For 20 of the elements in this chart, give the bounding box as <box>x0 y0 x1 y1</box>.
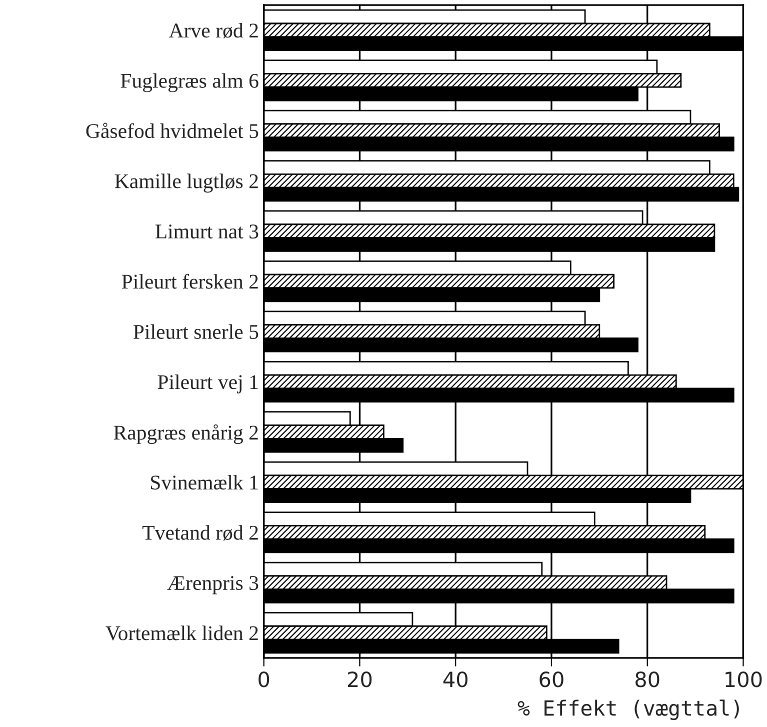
y-tick-label: Pileurt vej 1 <box>158 374 258 394</box>
x-tick-label: 60 <box>540 671 564 688</box>
y-tick-label: Gåsefod hvidmelet 5 <box>86 122 258 138</box>
x-axis-title: % Effekt (vægttal) <box>518 700 739 720</box>
y-tick-label: Limurt nat 3 <box>155 224 258 239</box>
x-tick-label: 0 <box>258 671 270 688</box>
y-tick-label: Ærenpris 3 <box>167 576 258 594</box>
y-tick-label: Svinemælk 1 <box>150 474 258 490</box>
y-tick-label: Fuglegræs alm 6 <box>120 73 258 92</box>
y-tick-label: Rapgræs enårig 2 <box>114 424 258 444</box>
x-tick-label: 80 <box>636 671 660 688</box>
x-tick-label: 20 <box>348 671 372 688</box>
x-tick-label: 100 <box>726 671 762 688</box>
y-tick-label: Arve rød 2 <box>168 22 258 38</box>
y-tick-label: Kamille lugtløs 2 <box>114 174 258 193</box>
x-tick-label: 40 <box>443 671 468 688</box>
y-tick-label: Pileurt snerle 5 <box>133 324 258 339</box>
y-tick-label: Tvetand rød 2 <box>142 525 258 540</box>
y-tick-label: Vortemælk liden 2 <box>106 626 258 640</box>
y-tick-label: Pileurt fersken 2 <box>122 274 258 289</box>
